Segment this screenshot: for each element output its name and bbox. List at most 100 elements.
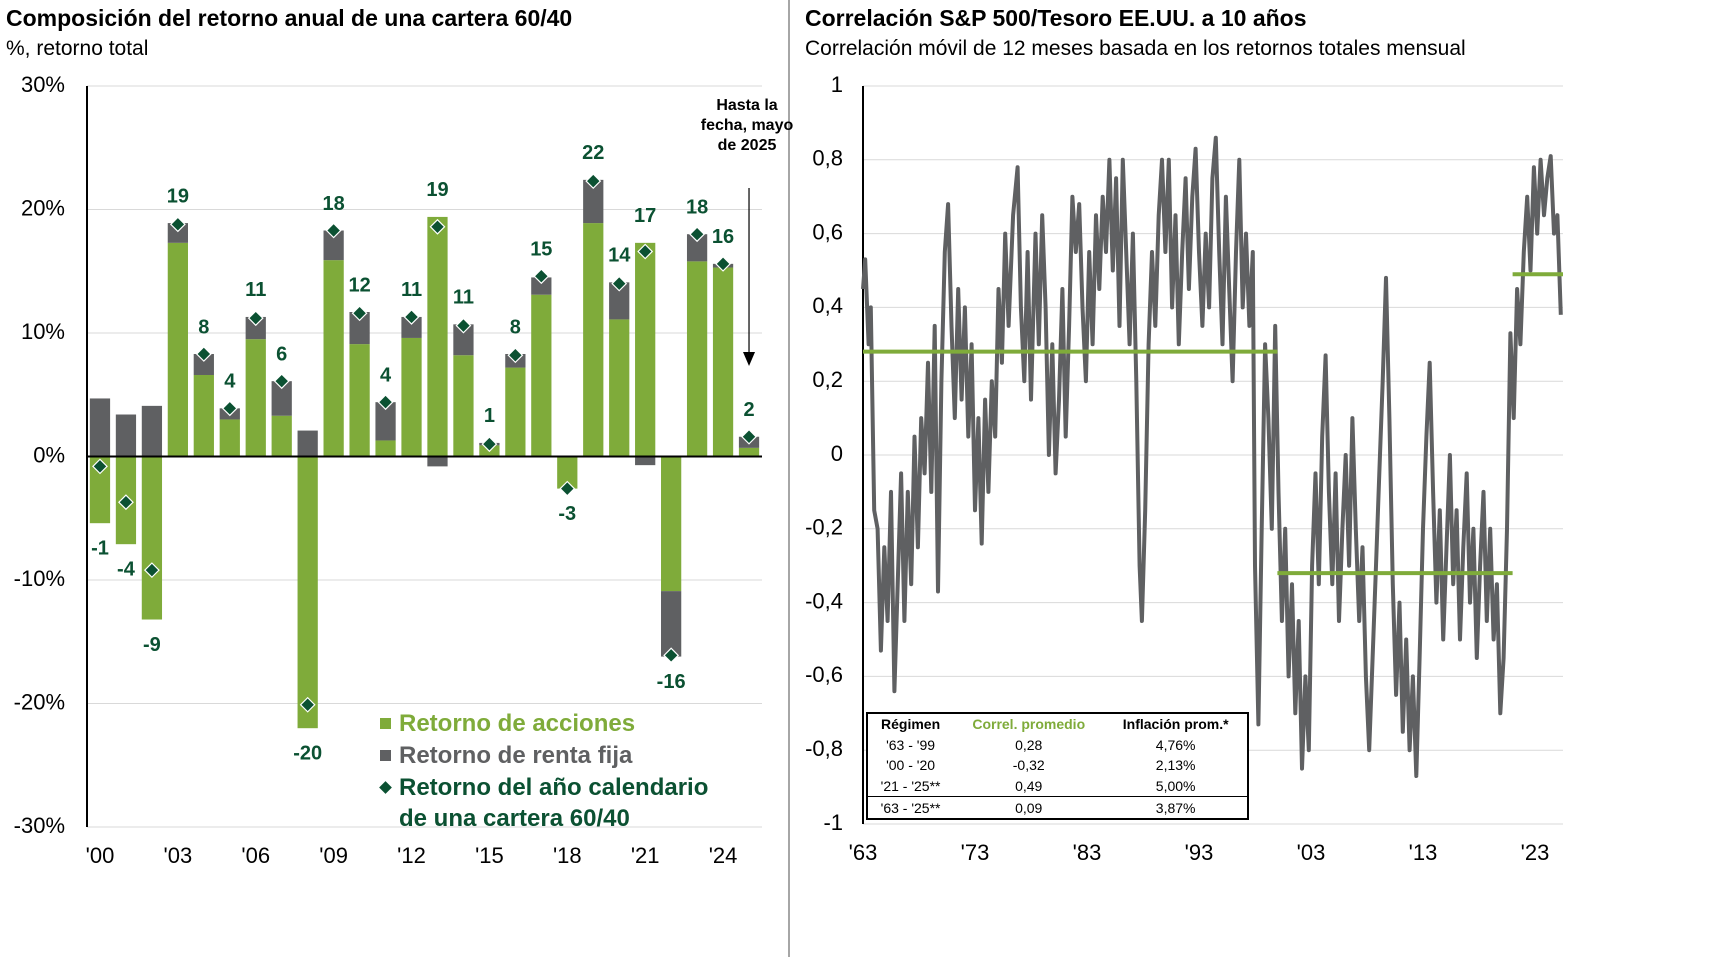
x-tick-label: '24 (709, 843, 738, 868)
x-tick-label: '06 (241, 843, 270, 868)
data-label: -20 (293, 742, 322, 764)
table-row: '63 - '25** 0,09 3,87% (867, 796, 1248, 819)
bar-segment (557, 456, 578, 489)
bar-segment (141, 405, 163, 457)
diamond-marker (507, 347, 524, 364)
data-label: 19 (167, 185, 189, 207)
data-label: 4 (380, 364, 392, 386)
bar-segment (401, 337, 422, 457)
y-tick-label: 1 (831, 72, 843, 97)
x-tick-label: '13 (1409, 840, 1438, 865)
x-tick-label: '73 (961, 840, 990, 865)
bar-segment (193, 374, 214, 457)
table-cell: '21 - '25** (880, 777, 941, 794)
data-label: -16 (657, 671, 686, 693)
diamond-marker (403, 309, 420, 325)
table-row: '00 - '20 -0,32 2,13% (867, 755, 1248, 775)
table-cell: '00 - '20 (886, 757, 936, 774)
diamond-marker (689, 226, 706, 243)
table-header: Régimen Correl. promedio Inflación prom.* (867, 713, 1248, 735)
x-tick-label: '21 (631, 843, 660, 868)
bar-segment (661, 591, 682, 657)
legend-swatch (379, 781, 392, 794)
bar-segment (583, 223, 604, 457)
bar-segment (167, 223, 188, 243)
table-cell: '63 - '25** (880, 799, 941, 816)
bar-segment (297, 430, 318, 457)
bar-segment (297, 456, 318, 729)
diamond-marker (92, 458, 108, 475)
data-label: 18 (323, 193, 345, 215)
diamond-marker (273, 373, 290, 390)
data-label: 2 (743, 399, 754, 421)
legend-swatch (380, 750, 391, 761)
bar-segment (686, 261, 708, 457)
bar-segment (115, 414, 137, 457)
diamond-marker (533, 268, 550, 285)
diamond-marker (637, 243, 654, 260)
bar-segment (401, 316, 422, 338)
regime-table: Régimen Correl. promedio Inflación prom.* '… (866, 712, 1249, 820)
data-label: 11 (245, 279, 266, 301)
diamond-marker (299, 696, 316, 713)
bar-segment (453, 355, 474, 457)
x-tick-label: '93 (1185, 840, 1214, 865)
table-cell: '63 - '99 (886, 736, 936, 753)
diamond-marker (663, 647, 680, 664)
diamond-marker (221, 400, 238, 417)
bar-segment (635, 242, 656, 457)
data-label: 1 (484, 405, 495, 427)
chart-subtitle: Correlación móvil de 12 meses basada en … (805, 37, 1466, 60)
bar-segment (583, 179, 604, 224)
bar-segment (661, 456, 682, 592)
x-tick-label: '12 (397, 843, 426, 868)
y-tick-label: 0 (831, 441, 843, 466)
bar-segment (323, 260, 344, 457)
table-row: '21 - '25** 0,49 5,00% (867, 776, 1248, 797)
diamond-marker (195, 346, 212, 362)
table-cell: 3,87% (1155, 799, 1196, 816)
y-tick-label: 0% (33, 442, 65, 467)
diamond-marker (585, 173, 602, 190)
annotation-text: Hasta la fecha, mayo de 2025 (700, 97, 794, 154)
diamond-marker (715, 255, 731, 272)
diamond-marker (611, 275, 628, 292)
bar-segment (271, 381, 292, 416)
bar-segment (609, 319, 630, 457)
bar-segment (712, 267, 734, 457)
bar-segment (193, 353, 214, 375)
x-tick-label: '00 (86, 843, 115, 868)
legend-label: Retorno del año calendario de una carter… (399, 774, 709, 832)
legend-entry: Retorno de renta fija (378, 740, 778, 771)
diamond-marker (247, 310, 264, 327)
bar-segment (349, 312, 370, 345)
bar-segment (738, 447, 760, 457)
table-row: '63 - '99 0,28 4,76% (867, 735, 1248, 755)
data-label: 11 (401, 279, 422, 301)
y-tick-label: 20% (21, 195, 65, 220)
bar-segment (141, 456, 163, 620)
bar-segment (375, 440, 396, 457)
diamond-marker (143, 562, 160, 579)
chart-title: Correlación S&P 500/Tesoro EE.UU. a 10 a… (805, 5, 1307, 31)
y-tick-label: -0,8 (805, 736, 843, 761)
legend-entry: Retorno de acciones (378, 708, 778, 739)
bar-segment (686, 234, 708, 262)
legend-label: Retorno de acciones (399, 710, 636, 737)
table-cell: 4,76% (1155, 736, 1196, 753)
y-tick-label: 0,6 (812, 219, 843, 244)
data-label: 18 (686, 196, 708, 218)
data-label: 16 (712, 226, 734, 248)
bar-segment (349, 344, 370, 457)
bar-segment (427, 456, 448, 467)
y-tick-label: 30% (21, 72, 65, 97)
diamond-marker (741, 428, 757, 445)
data-label: 11 (453, 287, 474, 309)
x-tick-label: '03 (1297, 840, 1326, 865)
diamond-marker (351, 305, 368, 322)
y-tick-label: -0,2 (805, 515, 843, 540)
data-label: 22 (582, 142, 604, 164)
table-header-cell: Correl. promedio (972, 716, 1086, 733)
chart-subtitle: %, retorno total (6, 37, 148, 60)
diamond-marker (377, 394, 394, 411)
